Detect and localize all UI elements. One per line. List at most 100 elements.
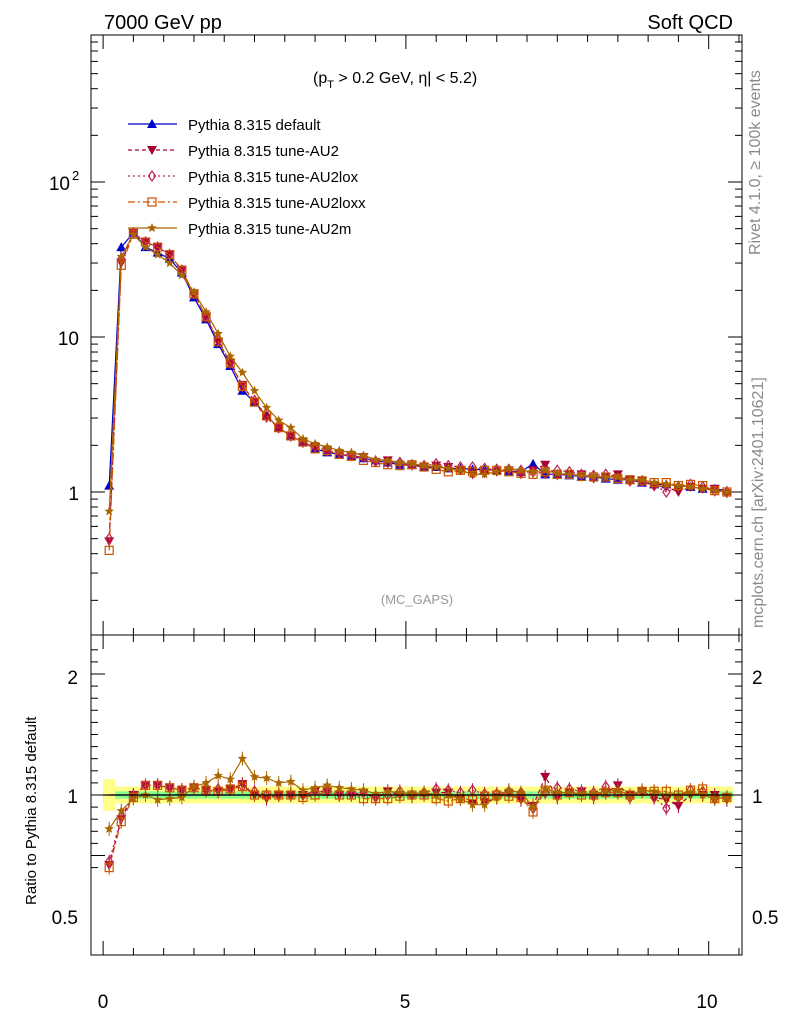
ratio-point-pythia-8-315-tune-au2 bbox=[540, 772, 551, 782]
main-point-pythia-8-315-tune-au2m bbox=[443, 463, 453, 473]
main-point-pythia-8-315-tune-au2m bbox=[274, 415, 284, 425]
main-point-pythia-8-315-tune-au2 bbox=[540, 460, 551, 470]
main-point-pythia-8-315-tune-au2m bbox=[152, 249, 163, 259]
ratio-point-pythia-8-315-tune-au2lox bbox=[674, 791, 683, 804]
main-point-pythia-8-315-tune-au2m bbox=[225, 351, 235, 361]
main-line-pythia-8-315-tune-au2loxx bbox=[108, 233, 727, 551]
ratio-point-pythia-8-315-tune-au2m bbox=[116, 805, 126, 815]
main-line-pythia-8-315-default bbox=[108, 231, 727, 492]
main-point-pythia-8-315-tune-au2m bbox=[310, 438, 320, 448]
ratio-point-pythia-8-315-tune-au2m bbox=[601, 786, 611, 796]
main-point-pythia-8-315-tune-au2m bbox=[286, 422, 296, 432]
ratio-ytick-label-0.5: 0.5 bbox=[52, 908, 78, 929]
xtick-label-10: 10 bbox=[696, 992, 717, 1013]
main-point-pythia-8-315-tune-au2m bbox=[710, 485, 720, 495]
main-point-pythia-8-315-tune-au2m bbox=[237, 367, 248, 377]
ratio-point-pythia-8-315-tune-au2m bbox=[685, 787, 696, 797]
main-point-pythia-8-315-tune-au2m bbox=[722, 487, 732, 496]
main-point-pythia-8-315-tune-au2lox bbox=[238, 380, 247, 393]
main-point-pythia-8-315-tune-au2m bbox=[419, 460, 429, 470]
main-ytick-label-1: 1 bbox=[68, 484, 79, 505]
main-point-pythia-8-315-tune-au2lox bbox=[686, 478, 695, 491]
main-point-pythia-8-315-tune-au2m bbox=[298, 433, 308, 443]
ratio-point-pythia-8-315-tune-au2m bbox=[334, 782, 344, 792]
main-point-pythia-8-315-tune-au2m bbox=[165, 258, 175, 268]
right-title: Soft QCD bbox=[647, 12, 733, 34]
ratio-point-pythia-8-315-tune-au2m bbox=[225, 774, 235, 784]
main-point-pythia-8-315-tune-au2m bbox=[249, 385, 260, 395]
ratio-point-pythia-8-315-tune-au2lox bbox=[662, 802, 671, 815]
ratio-point-pythia-8-315-tune-au2m bbox=[237, 753, 248, 763]
ratio-ytick-label-1-right: 1 bbox=[752, 787, 763, 808]
legend-label-au2lox: Pythia 8.315 tune-AU2lox bbox=[188, 169, 359, 186]
legend-marker-pythia-8-315-tune-au2 bbox=[147, 146, 157, 155]
ratio-point-pythia-8-315-tune-au2m bbox=[564, 787, 575, 797]
main-point-pythia-8-315-tune-au2m bbox=[261, 402, 272, 412]
ratio-point-pythia-8-315-tune-au2m bbox=[637, 785, 647, 795]
ratio-point-pythia-8-315-tune-au2m bbox=[213, 770, 223, 780]
ratio-point-pythia-8-315-tune-au2m bbox=[479, 799, 490, 809]
ratio-point-pythia-8-315-tune-au2m bbox=[261, 773, 272, 783]
main-point-pythia-8-315-tune-au2m bbox=[601, 472, 611, 481]
main-point-pythia-8-315-tune-au2lox bbox=[444, 459, 453, 472]
main-point-pythia-8-315-tune-au2lox bbox=[698, 480, 707, 493]
main-point-pythia-8-315-tune-au2m bbox=[528, 466, 538, 476]
main-point-pythia-8-315-tune-au2m bbox=[455, 465, 466, 475]
main-point-pythia-8-315-tune-au2lox bbox=[286, 429, 296, 442]
ratio-ytick-label-2-right: 2 bbox=[752, 668, 763, 689]
ratio-ytick-label-2: 2 bbox=[67, 668, 78, 689]
ratio-point-pythia-8-315-tune-au2lox bbox=[625, 791, 635, 804]
main-point-pythia-8-315-tune-au2m bbox=[516, 465, 526, 475]
legend-label-au2m: Pythia 8.315 tune-AU2m bbox=[188, 221, 351, 238]
main-point-pythia-8-315-tune-au2m bbox=[407, 458, 417, 468]
main-point-pythia-8-315-tune-au2m bbox=[140, 242, 151, 252]
main-point-pythia-8-315-tune-au2loxx bbox=[104, 545, 114, 555]
main-point-pythia-8-315-tune-au2m bbox=[358, 450, 369, 460]
main-point-pythia-8-315-tune-au2loxx bbox=[249, 397, 260, 407]
main-point-pythia-8-315-tune-au2m bbox=[334, 445, 344, 455]
main-point-pythia-8-315-tune-au2lox bbox=[540, 467, 550, 480]
main-point-pythia-8-315-tune-au2m bbox=[346, 447, 357, 457]
ratio-point-pythia-8-315-tune-au2m bbox=[104, 823, 114, 833]
main-point-pythia-8-315-tune-au2m bbox=[685, 481, 696, 491]
ratio-ytick-label-0.5-right: 0.5 bbox=[752, 908, 778, 929]
xtick-label-0: 0 bbox=[98, 992, 109, 1013]
main-point-pythia-8-315-tune-au2lox bbox=[274, 421, 283, 434]
main-point-pythia-8-315-tune-au2lox bbox=[662, 485, 671, 499]
ratio-point-pythia-8-315-tune-au2m bbox=[177, 792, 187, 802]
ratio-point-pythia-8-315-tune-au2m bbox=[249, 771, 260, 781]
main-point-pythia-8-315-tune-au2lox bbox=[649, 479, 659, 492]
legend-marker-pythia-8-315-tune-au2m bbox=[147, 223, 157, 232]
ratio-point-pythia-8-315-tune-au2m bbox=[298, 785, 308, 795]
main-point-pythia-8-315-tune-au2m bbox=[673, 480, 684, 490]
ratio-point-pythia-8-315-tune-au2m bbox=[152, 794, 163, 804]
xtick-label-5: 5 bbox=[400, 992, 411, 1013]
main-line-pythia-8-315-tune-au2 bbox=[108, 231, 728, 542]
main-point-pythia-8-315-tune-au2loxx bbox=[262, 411, 272, 421]
ratio-point-pythia-8-315-tune-au2m bbox=[395, 787, 405, 797]
ratio-point-pythia-8-315-tune-au2m bbox=[504, 785, 514, 795]
ratio-ytick-label-1: 1 bbox=[67, 787, 78, 808]
main-point-pythia-8-315-tune-au2m bbox=[697, 483, 708, 493]
main-point-pythia-8-315-tune-au2m bbox=[467, 469, 478, 479]
main-point-pythia-8-315-tune-au2m bbox=[128, 229, 139, 239]
main-point-pythia-8-315-tune-au2m bbox=[104, 506, 114, 516]
ratio-point-pythia-8-315-tune-au2m bbox=[201, 777, 211, 787]
main-line-pythia-8-315-tune-au2m bbox=[108, 233, 727, 512]
ratio-point-pythia-8-315-tune-au2m bbox=[528, 802, 538, 812]
main-ytick-label-100: 10 bbox=[49, 174, 70, 195]
watermark: (MC_GAPS) bbox=[381, 592, 453, 607]
legend-label-au2: Pythia 8.315 tune-AU2 bbox=[188, 143, 339, 160]
mcplots-label: mcplots.cern.ch [arXiv:2401.10621] bbox=[750, 377, 767, 628]
main-point-pythia-8-315-tune-au2m bbox=[177, 270, 187, 280]
main-point-pythia-8-315-tune-au2lox bbox=[226, 356, 235, 370]
main-point-pythia-8-315-tune-au2m bbox=[504, 463, 514, 473]
ratio-point-pythia-8-315-tune-au2m bbox=[540, 784, 550, 793]
legend-marker-pythia-8-315-tune-au2lox bbox=[147, 169, 157, 183]
main-point-pythia-8-315-tune-au2m bbox=[479, 469, 490, 479]
ratio-point-pythia-8-315-tune-au2loxx bbox=[104, 862, 114, 873]
main-point-pythia-8-315-tune-au2m bbox=[540, 465, 550, 475]
main-point-pythia-8-315-tune-au2m bbox=[201, 307, 211, 316]
ratio-line-pythia-8-315-tune-au2m bbox=[108, 757, 727, 830]
